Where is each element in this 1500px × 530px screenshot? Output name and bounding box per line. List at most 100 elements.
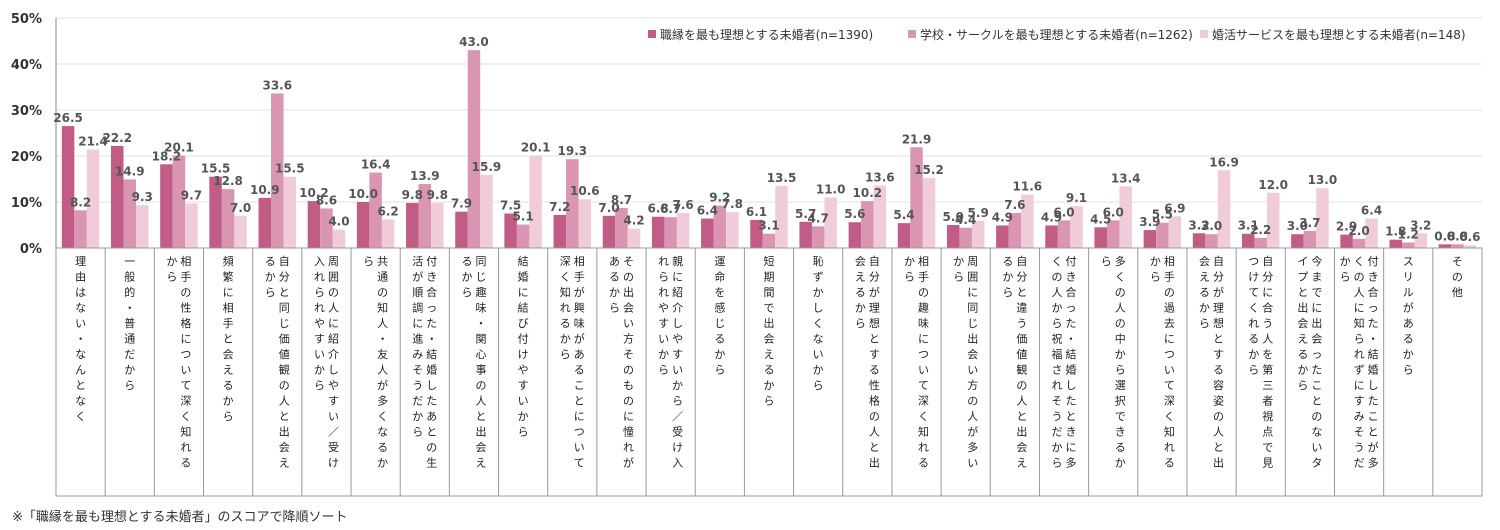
data-label-s2-c1: 8.2: [70, 195, 91, 209]
data-label-s2-c29: 0.8: [1447, 229, 1468, 243]
category-char: 短: [764, 254, 775, 268]
category-char: 事: [475, 364, 486, 377]
category-char: 結: [518, 301, 529, 315]
category-char: か: [813, 364, 824, 377]
category-char: る: [377, 441, 388, 454]
category-char: 会: [475, 441, 486, 454]
category-char: そ: [412, 364, 423, 377]
data-label-s2-c6: 8.6: [316, 193, 337, 207]
category-char: き: [1066, 426, 1077, 439]
category-char: 相: [574, 255, 585, 268]
category-char: か: [904, 255, 915, 268]
footnote: ※「職縁を最も理想とする未婚者」のスコアで降順ソート: [12, 510, 348, 525]
category-char: 人: [1354, 286, 1365, 299]
data-label-s1-c5: 10.9: [250, 183, 280, 197]
category-char: し: [672, 317, 683, 330]
category-char: る: [1248, 333, 1259, 346]
category-char: じ: [279, 317, 290, 330]
category-char: ら: [363, 255, 374, 268]
category-char: し: [1368, 379, 1379, 392]
data-label-s1-c26: 3.0: [1287, 219, 1308, 233]
category-char: 付: [1368, 255, 1379, 268]
category-char: に: [1354, 302, 1365, 315]
category-char: ら: [265, 286, 276, 299]
data-label-s3-c12: 4.2: [623, 214, 644, 228]
data-label-s3-c29: 0.6: [1459, 230, 1480, 244]
category-char: ら: [1052, 317, 1063, 330]
category-char: の: [918, 286, 929, 299]
category-char: し: [328, 364, 339, 377]
data-label-s2-c12: 8.7: [611, 193, 632, 207]
bar-s1-c29: [1438, 244, 1452, 248]
category-char: か: [1115, 457, 1126, 470]
data-label-s3-c5: 15.5: [275, 162, 305, 176]
category-char: 介: [672, 302, 683, 315]
category-char: て: [1248, 286, 1259, 299]
category-char: ら: [1354, 333, 1365, 346]
category-char: だ: [1052, 426, 1063, 439]
category-char: え: [764, 348, 775, 361]
category-char: 周: [967, 255, 978, 268]
category-char: か: [1199, 302, 1210, 315]
category-char: が: [412, 270, 423, 284]
category-char: き: [1115, 426, 1126, 439]
data-label-s3-c23: 6.9: [1164, 201, 1185, 215]
data-label-s3-c1: 21.4: [78, 135, 108, 149]
category-char: 会: [1297, 317, 1308, 330]
category-char: ら: [223, 410, 234, 423]
category-char: か: [855, 302, 866, 315]
category-char: 間: [764, 286, 775, 299]
category-char: 囲: [967, 271, 978, 284]
category-char: た: [1311, 364, 1322, 377]
category-char: 価: [279, 333, 290, 346]
bar-s2-c3: [172, 155, 186, 248]
category-char: ら: [166, 271, 177, 284]
data-label-s1-c4: 15.5: [201, 162, 231, 176]
data-label-s1-c18: 5.4: [893, 208, 914, 222]
category-char: 去: [1164, 317, 1175, 330]
category-char: て: [918, 379, 929, 392]
bar-s2-c21: [1057, 220, 1071, 248]
category-char: く: [75, 410, 86, 423]
category-char: か: [609, 286, 620, 299]
category-char: れ: [658, 286, 669, 299]
category-char: 他: [1452, 286, 1463, 299]
category-char: す: [1213, 348, 1224, 361]
category-char: え: [475, 457, 486, 470]
category-char: そ: [1354, 426, 1365, 439]
category-char: か: [1297, 364, 1308, 377]
category-char: い: [967, 457, 978, 470]
bar-s2-c23: [1156, 222, 1169, 248]
data-label-s3-c19: 5.9: [968, 206, 989, 220]
category-char: 会: [967, 348, 978, 361]
category-char: つ: [574, 426, 585, 439]
category-char: 味: [475, 302, 486, 315]
category-char: 同: [967, 302, 978, 315]
bar-s1-c22: [1094, 227, 1107, 248]
category-char: に: [574, 410, 585, 423]
category-char: い: [1311, 441, 1322, 454]
bar-s2-c2: [123, 179, 137, 248]
category-char: 共: [377, 255, 388, 268]
bar-s3-c9: [480, 174, 493, 248]
category-char: 多: [1115, 254, 1126, 268]
category-char: リ: [1403, 271, 1414, 284]
bar-s2-c5: [271, 93, 284, 248]
data-label-s1-c29: 0.8: [1434, 229, 1455, 243]
bar-s1-c24: [1192, 233, 1206, 248]
category-char: 性: [180, 301, 191, 315]
data-label-s3-c21: 9.1: [1066, 191, 1087, 205]
category-char: で: [1262, 441, 1273, 454]
category-char: る: [574, 364, 585, 377]
data-label-s3-c9: 15.9: [472, 160, 502, 174]
category-char: 普: [124, 316, 135, 330]
category-char: ら: [813, 379, 824, 392]
category-char: ら: [953, 271, 964, 284]
category-char: え: [223, 364, 234, 377]
category-char: け: [1248, 271, 1259, 284]
category-char: く: [377, 410, 388, 423]
category-char: 方: [623, 332, 634, 346]
category-char: か: [265, 271, 276, 284]
